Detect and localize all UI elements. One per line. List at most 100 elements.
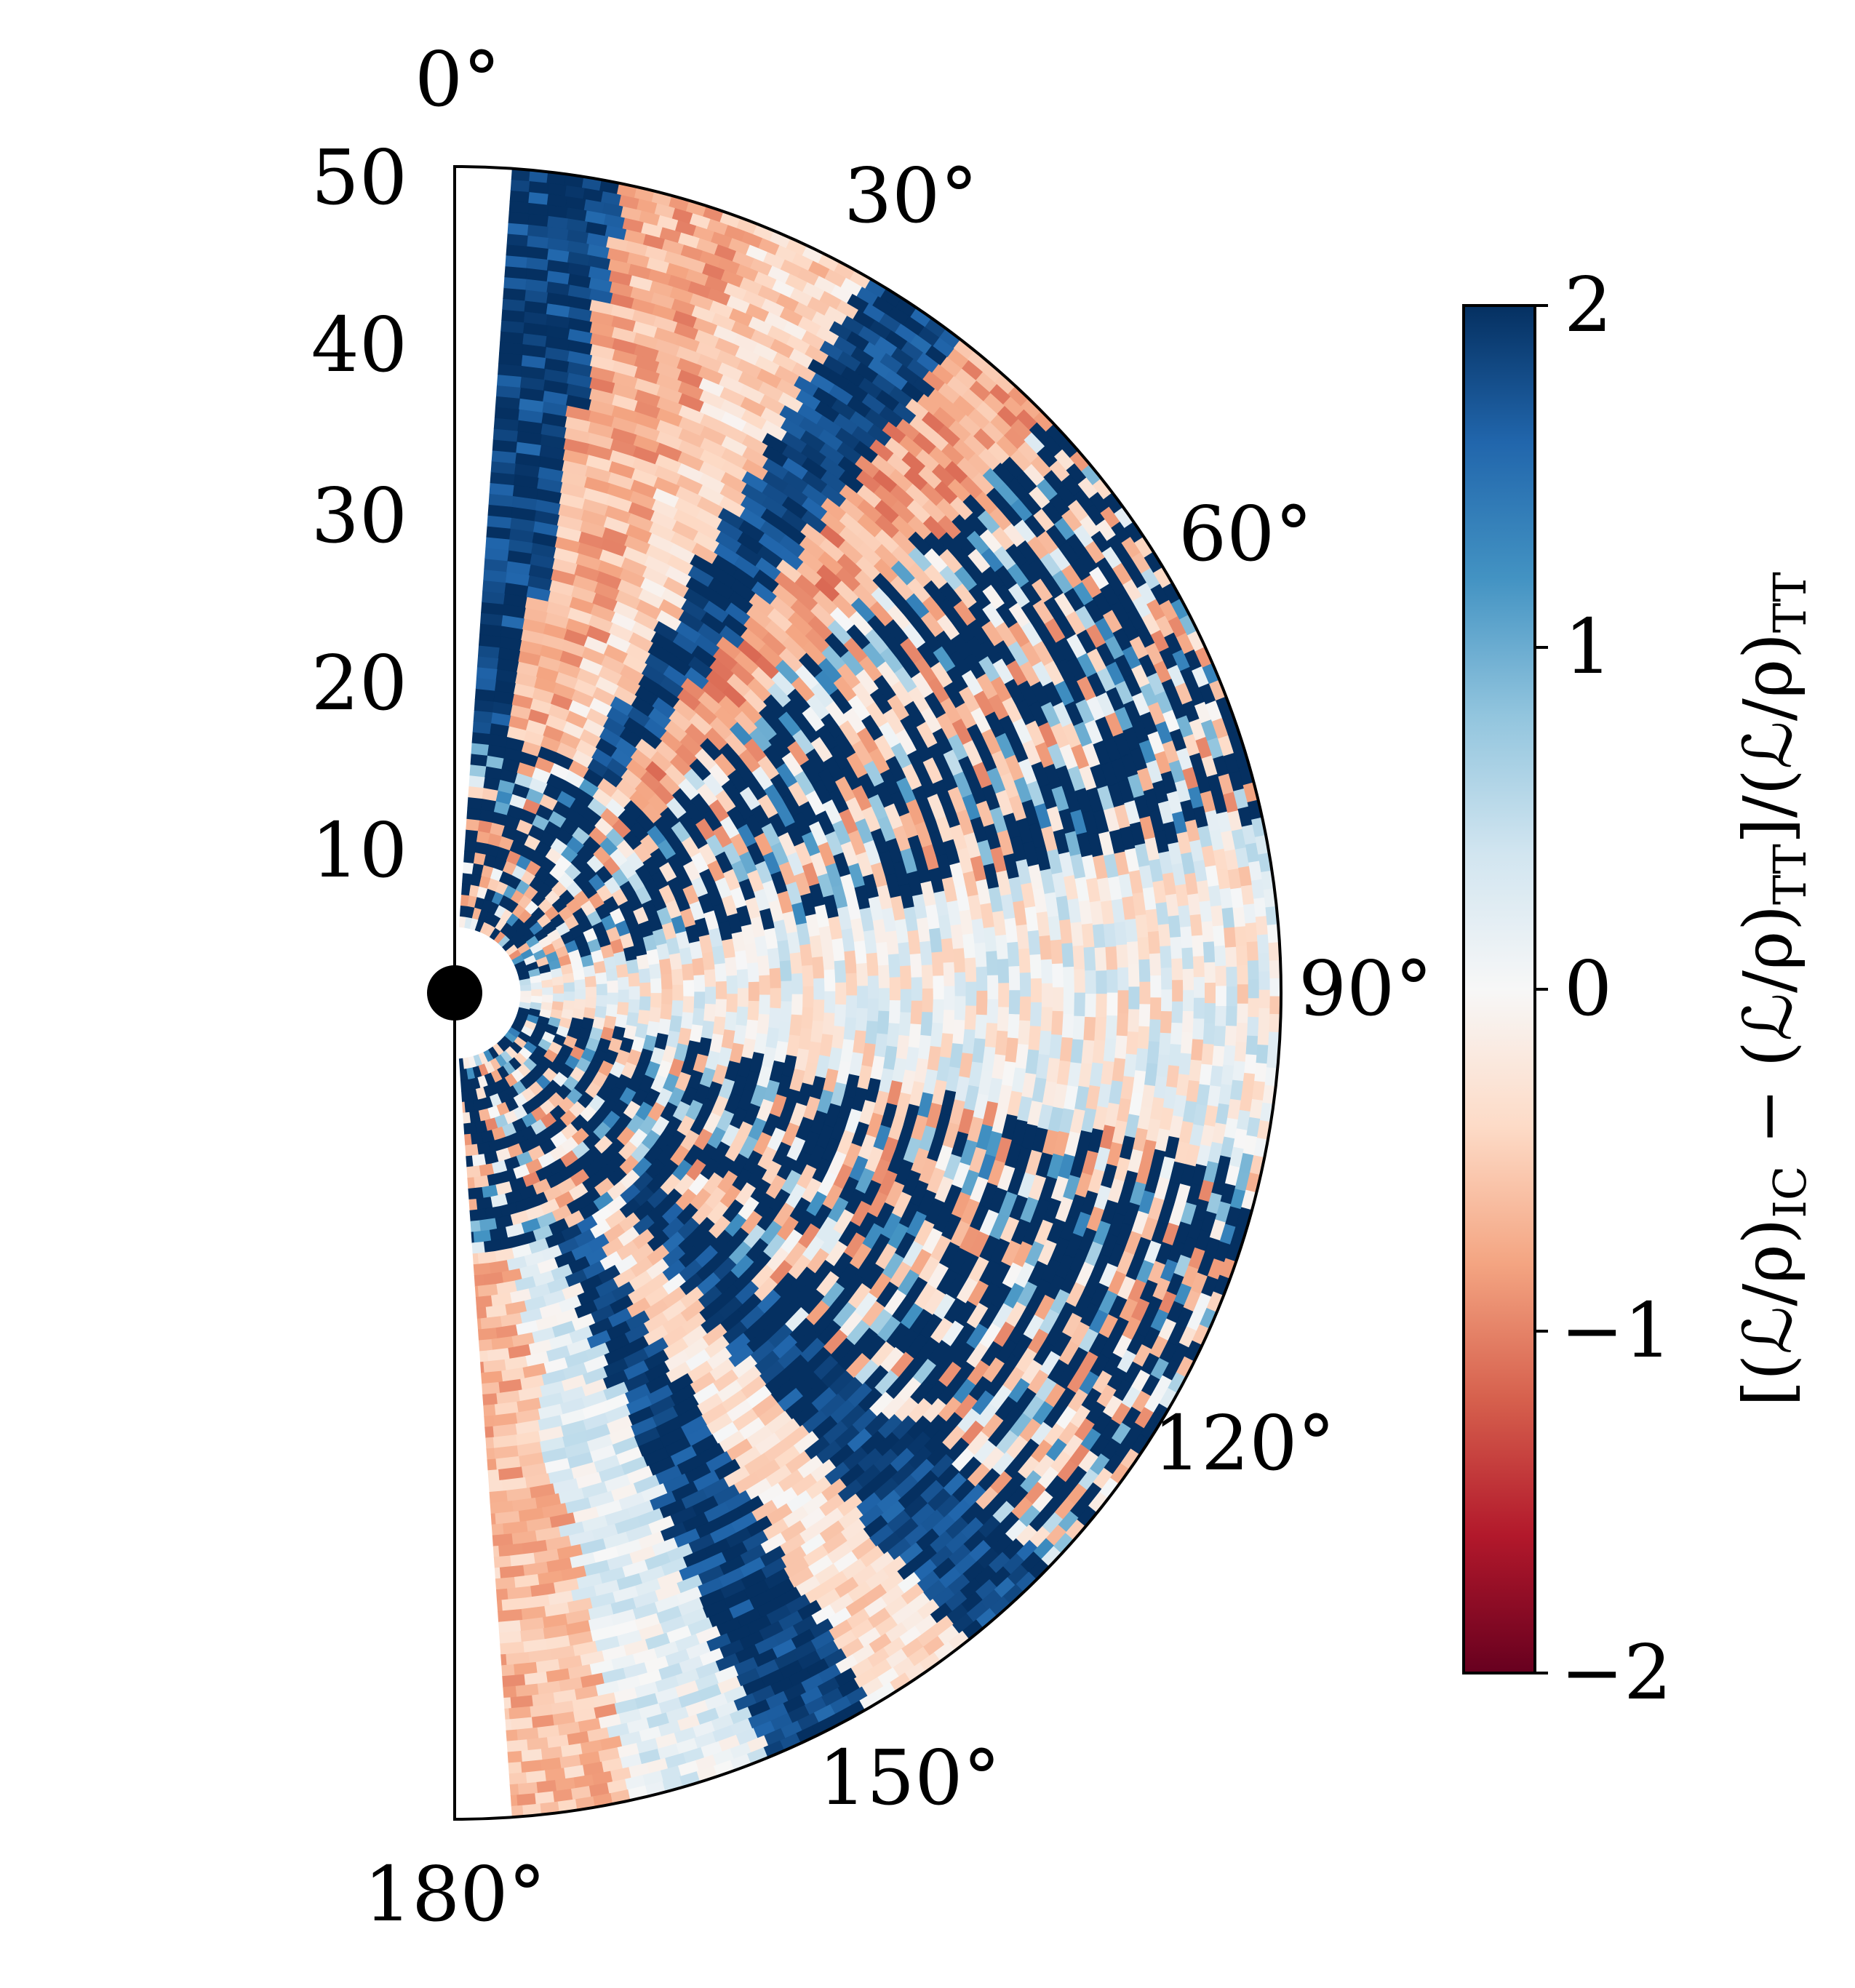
heatmap-cell [478,1338,493,1352]
heatmap-cell [508,1772,527,1786]
heatmap-cell [770,988,782,1010]
heatmap-cell [467,797,483,810]
heatmap-cell [507,1750,522,1764]
heatmap-cell [473,1263,491,1276]
heatmap-cell [746,962,760,983]
heatmap-cell [506,244,529,258]
heatmap-cell [503,287,527,301]
heatmap-cell [474,1274,485,1287]
heatmap-cell [1254,1062,1268,1083]
heatmap-cell [898,1012,912,1037]
heatmap-cell [748,981,760,1002]
heatmap-cell [1096,970,1108,995]
heatmap-cell [1244,1054,1258,1075]
heatmap-cell [504,266,527,279]
heatmap-cell [920,1011,934,1037]
heatmap-cell [1256,1044,1269,1065]
heatmap-cell [1247,1016,1260,1037]
heatmap-cell [1138,959,1152,983]
heatmap-cell [639,996,652,1012]
heatmap-cell [823,991,837,1014]
heatmap-cell [1008,965,1021,991]
heatmap-cell [1030,978,1042,1003]
heatmap-cell [855,1007,869,1032]
heatmap-cell [791,973,804,995]
heatmap-cell [480,1361,484,1374]
heatmap-cell [1181,1010,1194,1034]
heatmap-cell [1128,986,1141,1010]
heatmap-cell [552,984,565,994]
colorbar-tick-label: 2 [1564,260,1612,349]
angular-tick-label: 60° [1178,490,1312,578]
angular-tick-label: 180° [364,1850,546,1939]
heatmap-cell [1160,989,1173,1013]
heatmap-cell [464,1122,477,1135]
heatmap-cell [1212,925,1226,947]
heatmap-cell [1127,1009,1141,1033]
heatmap-cell [1018,1020,1032,1046]
heatmap-cell [954,996,967,1021]
heatmap-cell [474,688,496,702]
heatmap-cell [498,1620,522,1634]
heatmap-cell [562,973,575,984]
heatmap-cell [466,818,480,831]
heatmap-cell [1160,946,1173,969]
heatmap-cell [900,989,912,1013]
heatmap-cell [459,1069,468,1081]
heatmap-cell [1128,964,1141,988]
heatmap-cell [1126,941,1140,965]
colorbar-tick-label: −2 [1560,1628,1672,1717]
heatmap-cell [468,775,486,789]
heatmap-cell [472,720,492,735]
heatmap-cell [530,981,543,991]
heatmap-cell [499,1631,522,1645]
heatmap-cell [714,999,727,1018]
radial-tick-labels: 10 20 30 40 50 [311,133,407,895]
heatmap-cell [605,1004,619,1018]
heatmap-cell [661,989,674,1005]
heatmap-cell [476,1318,482,1330]
heatmap-cell [1245,922,1258,943]
heatmap-cell [1007,1013,1021,1039]
heatmap-cell [551,975,565,986]
heatmap-cell [987,975,1000,1000]
heatmap-cell [466,1165,481,1178]
heatmap-cell [468,1110,481,1124]
heatmap-cell [616,1002,630,1016]
heatmap-cell [877,1010,890,1035]
heatmap-cell [541,979,554,989]
heatmap-cell [463,1101,475,1114]
heatmap-cell [1170,936,1183,959]
heatmap-cell [573,999,586,1010]
heatmap-cell [474,1285,479,1298]
heatmap-cell [910,1000,923,1026]
heatmap-cell [489,1490,508,1504]
heatmap-cell [1213,1026,1226,1047]
heatmap-cell [703,969,717,988]
heatmap-cell [505,255,528,268]
heatmap-cell [470,1220,481,1233]
heatmap-cell [496,1600,503,1612]
heatmap-cell [976,966,989,991]
heatmap-cell [801,1007,815,1030]
heatmap-cell [802,965,815,988]
heatmap-cell [1257,1026,1270,1046]
heatmap-cell [507,222,530,236]
heatmap-cell [1149,1019,1162,1043]
heatmap-cell [1137,936,1151,961]
heatmap-cell [671,1000,685,1018]
heatmap-cell [747,1000,760,1021]
heatmap-cell [1170,1022,1184,1046]
radial-tick-label: 20 [311,639,407,727]
heatmap-cell [1258,989,1271,1009]
heatmap-cell [596,983,608,997]
heatmap-cell [503,276,527,290]
heatmap-cell [1255,916,1269,936]
heatmap-cell [1224,1025,1237,1047]
heatmap-cell [509,1784,519,1796]
heatmap-cell [823,969,837,992]
heatmap-cell [471,731,491,745]
heatmap-cell [724,1011,738,1031]
heatmap-cell [563,991,575,1002]
